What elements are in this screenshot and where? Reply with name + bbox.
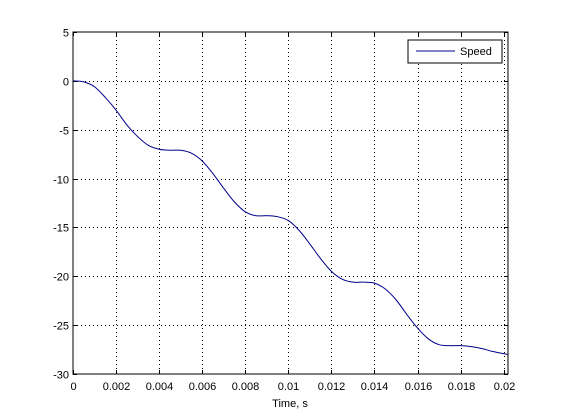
x-tick-label: 0.008 bbox=[232, 381, 260, 393]
y-tick-label: 5 bbox=[63, 28, 69, 40]
x-tick-label: 0.01 bbox=[278, 381, 299, 393]
y-tick-label: -30 bbox=[53, 370, 69, 382]
legend: Speed bbox=[407, 39, 503, 64]
x-tick-label: 0.014 bbox=[361, 381, 389, 393]
series-line-speed bbox=[72, 80, 509, 355]
x-tick-label: 0.004 bbox=[146, 381, 174, 393]
x-tick-label: 0.002 bbox=[103, 381, 131, 393]
x-tick-label: 0.018 bbox=[448, 381, 476, 393]
y-tick-label: -10 bbox=[53, 175, 69, 187]
x-tick-label: 0.016 bbox=[405, 381, 433, 393]
x-axis-label: Time, s bbox=[272, 398, 308, 410]
y-tick-labels: -30 -25 -20 -15 -10 -5 0 5 bbox=[53, 28, 69, 382]
grid-lines bbox=[73, 32, 508, 374]
x-tick-label: 0 bbox=[70, 381, 76, 393]
x-tick-label: 0.02 bbox=[494, 381, 515, 393]
y-tick-label: -15 bbox=[53, 223, 69, 235]
legend-label-speed: Speed bbox=[460, 46, 492, 58]
series-layer bbox=[72, 80, 509, 355]
x-tick-label: 0.006 bbox=[189, 381, 217, 393]
y-tick-label: -5 bbox=[59, 126, 69, 138]
y-tick-label: 0 bbox=[63, 77, 69, 89]
plot-frame bbox=[72, 31, 509, 375]
y-tick-label: -20 bbox=[53, 272, 69, 284]
x-tick-labels: 0 0.002 0.004 0.006 0.008 0.01 0.012 0.014 0.016… bbox=[70, 381, 515, 393]
x-tick-label: 0.012 bbox=[318, 381, 346, 393]
plot-area bbox=[73, 32, 508, 374]
y-tick-label: -25 bbox=[53, 321, 69, 333]
